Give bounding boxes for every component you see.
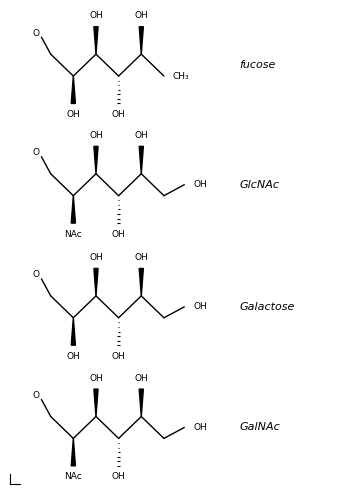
Text: OH: OH [135,373,148,383]
Polygon shape [71,196,75,223]
Text: GlcNAc: GlcNAc [240,180,280,190]
Polygon shape [71,318,75,345]
Polygon shape [139,27,143,54]
Text: OH: OH [89,253,103,262]
Polygon shape [139,146,143,174]
Text: O: O [32,391,39,400]
Text: O: O [32,270,39,279]
Text: OH: OH [67,352,80,361]
Text: OH: OH [193,423,207,432]
Text: OH: OH [193,302,207,311]
Text: NAc: NAc [64,229,82,238]
Text: CH₃: CH₃ [173,72,189,81]
Text: NAc: NAc [64,472,82,481]
Polygon shape [71,76,75,103]
Text: OH: OH [89,131,103,140]
Text: O: O [32,148,39,157]
Text: OH: OH [135,131,148,140]
Text: OH: OH [112,229,126,238]
Polygon shape [94,27,98,54]
Text: GalNAc: GalNAc [240,422,280,432]
Text: Galactose: Galactose [240,302,295,312]
Text: fucose: fucose [240,60,276,70]
Text: OH: OH [112,352,126,361]
Text: OH: OH [135,11,148,20]
Polygon shape [94,146,98,174]
Text: OH: OH [67,110,80,119]
Text: OH: OH [89,11,103,20]
Polygon shape [94,389,98,416]
Polygon shape [71,438,75,466]
Text: OH: OH [89,373,103,383]
Text: OH: OH [135,253,148,262]
Text: OH: OH [112,110,126,119]
Text: O: O [32,29,39,38]
Polygon shape [94,269,98,296]
Polygon shape [139,269,143,296]
Polygon shape [139,389,143,416]
Text: OH: OH [193,180,207,189]
Text: OH: OH [112,472,126,481]
